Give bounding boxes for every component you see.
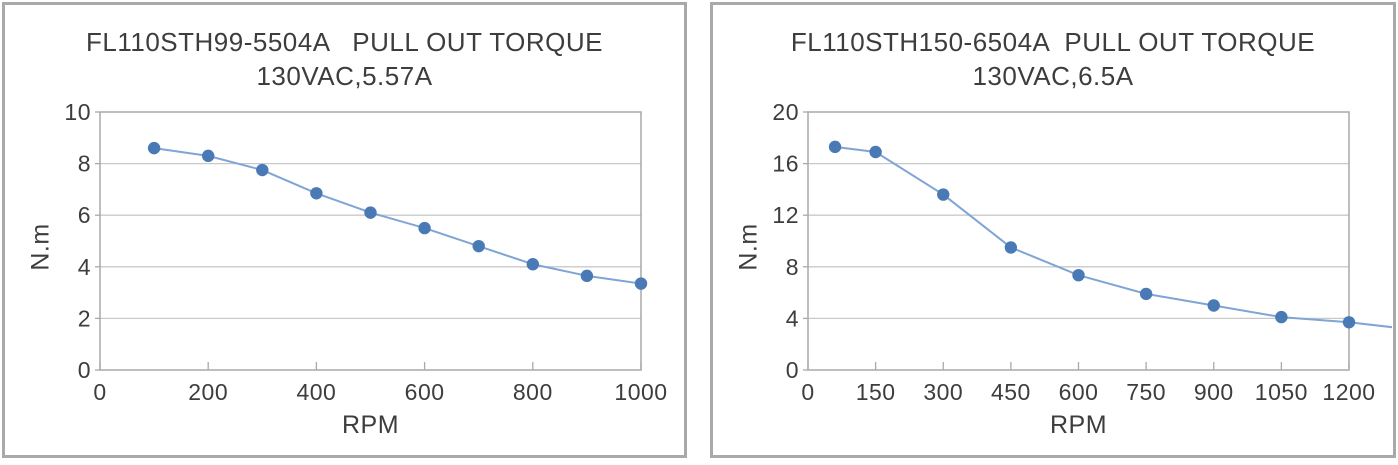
chart-subtitle: 130VAC,6.5A <box>972 61 1134 91</box>
data-point <box>310 187 323 200</box>
data-point <box>634 277 648 290</box>
data-point <box>147 141 161 155</box>
series-line <box>834 145 1392 329</box>
data-point <box>1275 310 1288 324</box>
x-tick-label: 600 <box>1059 379 1099 405</box>
x-tick-label: 450 <box>991 379 1031 405</box>
x-tick-label: 1050 <box>1255 379 1308 405</box>
x-tick-label: 800 <box>513 379 553 405</box>
x-tick-label: 400 <box>296 379 336 405</box>
y-axis-title: N.m <box>26 223 55 271</box>
y-axis-title: N.m <box>734 223 763 271</box>
chart-panel-left: FL110STH99-5504A PULL OUT TORQUE 130VAC,… <box>2 2 687 458</box>
data-point <box>1139 287 1153 301</box>
y-tick-label: 8 <box>78 151 91 177</box>
data-point <box>580 269 594 283</box>
x-tick-label: 600 <box>405 379 445 405</box>
x-tick-label: 200 <box>188 379 228 405</box>
data-point <box>1342 316 1356 329</box>
series-line <box>153 147 642 285</box>
plot-area: 0 4 8 12 16 20 0 150 300 450 600 750 900 1050 1200 <box>772 99 1392 405</box>
x-axis-title: RPM <box>341 411 400 439</box>
data-point <box>526 258 539 271</box>
y-tick-label: 8 <box>786 254 799 280</box>
x-tick-label: 900 <box>1194 379 1234 405</box>
chart-subtitle: 130VAC,5.57A <box>256 61 433 91</box>
y-tick-label: 16 <box>772 151 799 177</box>
data-point <box>828 140 842 154</box>
data-point <box>869 145 882 159</box>
data-point <box>418 221 431 235</box>
data-point <box>202 149 215 163</box>
y-tick-label: 12 <box>772 202 799 228</box>
data-point <box>256 163 269 177</box>
data-point <box>1072 268 1085 282</box>
chart-panel-right: FL110STH150-6504A PULL OUT TORQUE 130VAC… <box>710 2 1396 458</box>
y-tick-label: 0 <box>786 357 799 383</box>
x-axis-title: RPM <box>1049 411 1108 439</box>
y-tick-label: 2 <box>78 305 91 331</box>
y-tick-label: 0 <box>78 357 91 383</box>
x-tick-label: 1200 <box>1322 379 1375 405</box>
x-tick-label: 150 <box>856 379 896 405</box>
data-point <box>1207 299 1220 312</box>
x-tick-label: 750 <box>1126 379 1166 405</box>
y-tick-label: 6 <box>78 202 91 228</box>
y-tick-label: 4 <box>786 305 799 331</box>
data-point <box>472 239 485 253</box>
data-point <box>937 188 950 201</box>
x-tick-label: 0 <box>93 379 106 405</box>
y-tick-label: 4 <box>78 254 91 280</box>
x-tick-label: 1000 <box>614 379 667 405</box>
x-tick-label: 300 <box>923 379 963 405</box>
chart-title: FL110STH99-5504A PULL OUT TORQUE <box>85 27 603 57</box>
plot-border <box>807 111 1350 371</box>
data-point <box>1004 241 1018 254</box>
x-tick-label: 0 <box>801 379 814 405</box>
data-point <box>364 206 377 219</box>
y-tick-label: 20 <box>772 99 799 125</box>
chart-title: FL110STH150-6504A PULL OUT TORQUE <box>790 27 1316 57</box>
plot-area: 0 2 4 6 8 10 0 200 400 600 800 1000 <box>64 99 667 405</box>
y-tick-label: 10 <box>64 99 91 125</box>
plot-border <box>99 111 642 371</box>
